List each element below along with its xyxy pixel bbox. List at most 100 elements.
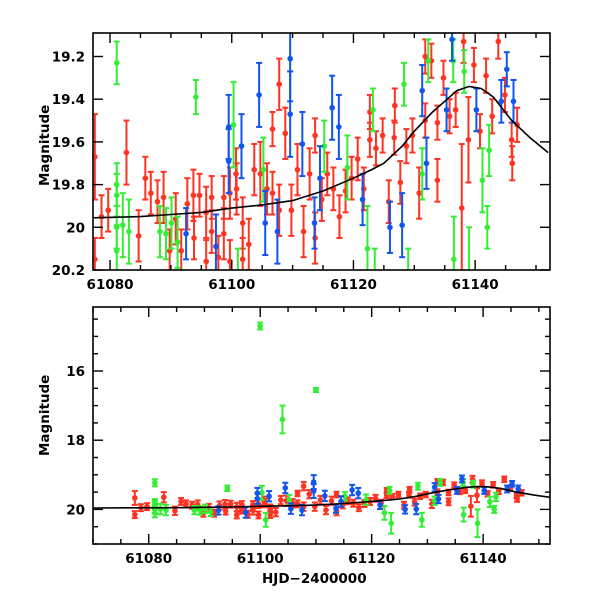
marker — [367, 136, 373, 143]
data-point-green — [262, 511, 269, 528]
marker — [479, 480, 485, 486]
marker — [317, 497, 324, 503]
marker — [260, 166, 267, 173]
data-point-green — [419, 147, 426, 201]
marker — [288, 505, 294, 512]
data-point-red — [434, 104, 441, 141]
marker — [413, 506, 420, 512]
marker — [415, 483, 421, 490]
marker — [474, 520, 481, 527]
data-point-green — [257, 321, 264, 331]
data-point-green — [381, 504, 388, 521]
marker — [419, 171, 426, 177]
panel-full: 61080 61100 61120 61140 16 18 20 — [66, 306, 551, 567]
marker — [276, 81, 283, 88]
data-point-red — [483, 57, 490, 94]
data-point-red — [354, 136, 361, 182]
marker — [515, 486, 522, 492]
data-point-blue — [503, 51, 510, 88]
data-point-green — [450, 215, 457, 270]
data-point-red — [440, 59, 447, 96]
marker — [440, 75, 447, 81]
data-point-blue — [266, 490, 273, 503]
data-point-green — [312, 386, 319, 394]
marker — [434, 119, 441, 126]
axes-frame — [92, 306, 551, 545]
data-point-blue — [509, 480, 516, 488]
data-point-green — [125, 198, 132, 265]
marker — [207, 509, 214, 515]
data-point-red — [245, 217, 252, 270]
data-point-red — [501, 475, 508, 484]
data-point-green — [151, 508, 158, 519]
data-point-blue — [262, 190, 269, 257]
x-tick-label: 61140 — [452, 277, 499, 293]
data-point-green — [344, 134, 351, 201]
marker — [460, 38, 467, 45]
data-point-red — [269, 111, 276, 148]
data-point-green — [486, 123, 493, 178]
marker — [471, 62, 477, 68]
marker — [148, 190, 154, 196]
data-point-red — [178, 228, 185, 270]
y-tick-label: 19.6 — [52, 135, 85, 151]
y-tick-label: 20 — [66, 220, 85, 236]
data-point-green — [474, 508, 481, 539]
marker — [123, 149, 130, 156]
y-tick-label: 19.2 — [52, 49, 85, 65]
marker — [486, 147, 492, 154]
marker — [184, 201, 191, 207]
marker — [300, 483, 307, 490]
marker — [468, 503, 474, 510]
data-point-blue — [402, 504, 409, 515]
marker — [423, 160, 430, 167]
marker — [342, 493, 348, 500]
marker — [490, 482, 496, 488]
marker — [93, 256, 98, 263]
data-point-green — [425, 38, 432, 84]
y-tick-label: 19.8 — [52, 178, 85, 194]
marker — [142, 175, 149, 181]
marker — [273, 509, 279, 515]
data-point-red — [477, 113, 484, 150]
marker — [493, 494, 499, 500]
marker — [282, 130, 289, 137]
data-point-red — [366, 121, 373, 158]
data-point-red — [403, 128, 410, 165]
marker — [386, 487, 393, 494]
marker — [113, 247, 120, 254]
marker — [501, 476, 508, 483]
data-point-green — [400, 61, 407, 107]
data-point-red — [446, 98, 453, 135]
data-point-red — [445, 497, 452, 507]
data-point-red — [171, 505, 178, 516]
data-point-blue — [311, 196, 318, 250]
marker — [431, 484, 438, 491]
marker — [477, 128, 483, 135]
marker — [190, 192, 197, 199]
marker — [310, 488, 317, 494]
marker — [312, 132, 318, 139]
marker — [458, 205, 465, 211]
data-point-red — [473, 487, 480, 504]
marker — [466, 310, 472, 316]
data-point-red — [379, 117, 386, 154]
marker — [196, 192, 203, 199]
model-curve — [93, 85, 549, 219]
y-tick-label: 20 — [66, 502, 85, 518]
y-tick-label: 18 — [66, 433, 85, 449]
data-point-red — [178, 496, 185, 506]
marker — [257, 323, 263, 329]
data-point-red — [294, 489, 301, 498]
data-point-red — [272, 507, 279, 518]
marker — [321, 143, 328, 149]
marker — [459, 476, 465, 482]
marker — [144, 503, 150, 510]
marker — [419, 87, 426, 94]
marker — [208, 228, 215, 235]
data-point-blue — [321, 489, 328, 503]
marker — [502, 92, 508, 98]
data-point-blue — [256, 61, 263, 128]
marker — [381, 510, 388, 516]
data-point-red — [142, 155, 149, 201]
